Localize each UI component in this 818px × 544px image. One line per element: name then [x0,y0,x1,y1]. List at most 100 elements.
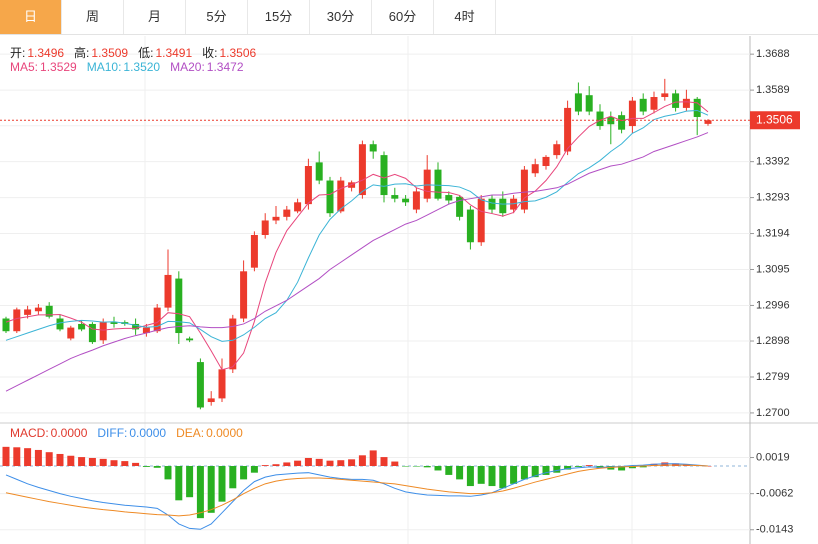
candle-body [337,180,345,212]
legend-value: 0.0000 [50,426,88,440]
y-tick-label: 1.2799 [756,371,790,383]
ma-line [5,109,709,342]
macd-bar [24,448,32,467]
last-price-label: 1.3506 [756,112,793,126]
period-tab[interactable]: 15分 [248,0,310,34]
y-tick-label: 1.3392 [756,156,790,168]
period-tab[interactable]: 月 [124,0,186,34]
candle-body [380,155,388,196]
candle-body [358,144,366,196]
period-tab[interactable]: 30分 [310,0,372,34]
macd-bar [412,466,420,467]
y-tick-label: -0.0143 [756,524,793,536]
candle-body [2,318,10,332]
y-tick-label: 1.3589 [756,84,790,96]
macd-bar [315,458,323,467]
candle-body [682,98,690,108]
candle-body [650,97,658,110]
candle-body [607,116,615,125]
candle-body [639,98,647,112]
macd-bar [434,466,442,471]
candle-body [45,305,53,317]
macd-bar [574,466,582,467]
candle-body [283,209,291,217]
candle-body [488,198,496,210]
candle-body [218,369,226,399]
candle-body [153,307,161,332]
macd-bar [142,466,150,467]
period-tab[interactable]: 60分 [372,0,434,34]
candle-body [596,111,604,127]
candle-body [445,195,453,201]
macd-bar [618,466,626,471]
period-tab[interactable]: 4时 [434,0,496,34]
candle-body [348,182,356,188]
period-tab[interactable]: 日 [0,0,62,34]
y-tick-label: 1.2700 [756,407,790,419]
macd-bar [121,461,129,467]
macd-bar [639,466,647,468]
period-tab[interactable]: 周 [62,0,124,34]
candle-body [132,323,140,330]
candle-body [99,322,107,341]
macd-bar [380,457,388,467]
candle-body [142,327,150,334]
y-tick-label: 1.3688 [756,48,790,60]
candle-body [585,95,593,112]
candle-body [229,318,237,370]
candle-body [186,338,194,341]
ma-line [5,101,709,371]
macd-bar [45,452,53,467]
info-label: 低: [138,46,154,60]
candle-body [672,93,680,108]
macd-bar [477,466,485,484]
candle-body [531,164,539,174]
y-tick-label: 1.3095 [756,263,790,275]
info-value: 1.3496 [27,46,65,60]
candle-body [164,274,172,308]
candle-body [477,198,485,243]
candle-body [564,107,572,152]
macd-bar [531,466,539,478]
candle-body [412,191,420,210]
macd-bar [542,466,550,475]
macd-bar [423,466,431,468]
candle-body [402,198,410,203]
candle-body [175,278,183,334]
candle-body [520,169,528,210]
candle-body [88,323,96,343]
candle-body [661,93,669,98]
period-tab[interactable]: 5分 [186,0,248,34]
y-tick-label: 1.2898 [756,335,790,347]
macd-bar [585,465,593,467]
macd-bar [294,460,302,467]
macd-bar [67,455,75,467]
macd-bar [704,466,712,467]
candle-body [391,195,399,199]
macd-bar [304,457,312,467]
macd-bar [2,446,10,467]
y-tick-label: 0.0019 [756,451,790,463]
candle-body [315,162,323,181]
candle-body [542,156,550,167]
macd-bar [164,466,172,480]
macd-bar [56,453,64,467]
macd-bar [250,466,258,473]
macd-bar [337,460,345,467]
candle-body [628,100,636,127]
macd-bar [402,466,410,467]
legend-name: MACD: [10,426,49,440]
info-label: 收: [202,46,218,60]
macd-bar [456,466,464,480]
macd-bar [186,466,194,498]
macd-bar [13,447,21,467]
candle-body [326,180,334,214]
candle-body [261,220,269,235]
candle-body [499,198,507,214]
macd-bar [358,455,366,467]
ma-legend: MA5: 1.3529 MA10: 1.3520 MA20: 1.3472 [10,60,254,74]
candle-body [369,144,377,152]
macd-bar [272,464,280,467]
macd-bar [175,466,183,501]
macd-bar [283,462,291,467]
